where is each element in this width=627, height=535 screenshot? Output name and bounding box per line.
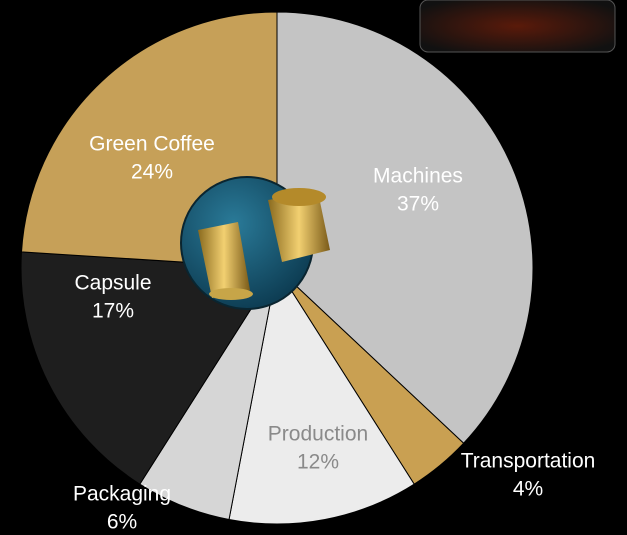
slice-label: Packaging [73,483,171,506]
slice-label: Transportation [461,450,596,473]
slice-value: 17% [92,300,134,323]
slice-label: Machines [373,165,463,188]
slice-label: Production [268,423,368,446]
pie-slice [20,251,278,485]
slice-value: 37% [397,193,439,216]
pie-slice [228,266,415,525]
slice-label: Capsule [74,272,151,295]
pie [20,11,534,525]
decor-image [419,0,616,53]
slice-value: 24% [131,161,173,184]
center-badge [180,176,330,310]
slice-value: 4% [513,478,543,501]
slice-value: 6% [107,511,137,534]
slice-value: 12% [297,451,339,474]
slice-label: Green Coffee [89,133,215,156]
pie-slice [276,11,534,444]
